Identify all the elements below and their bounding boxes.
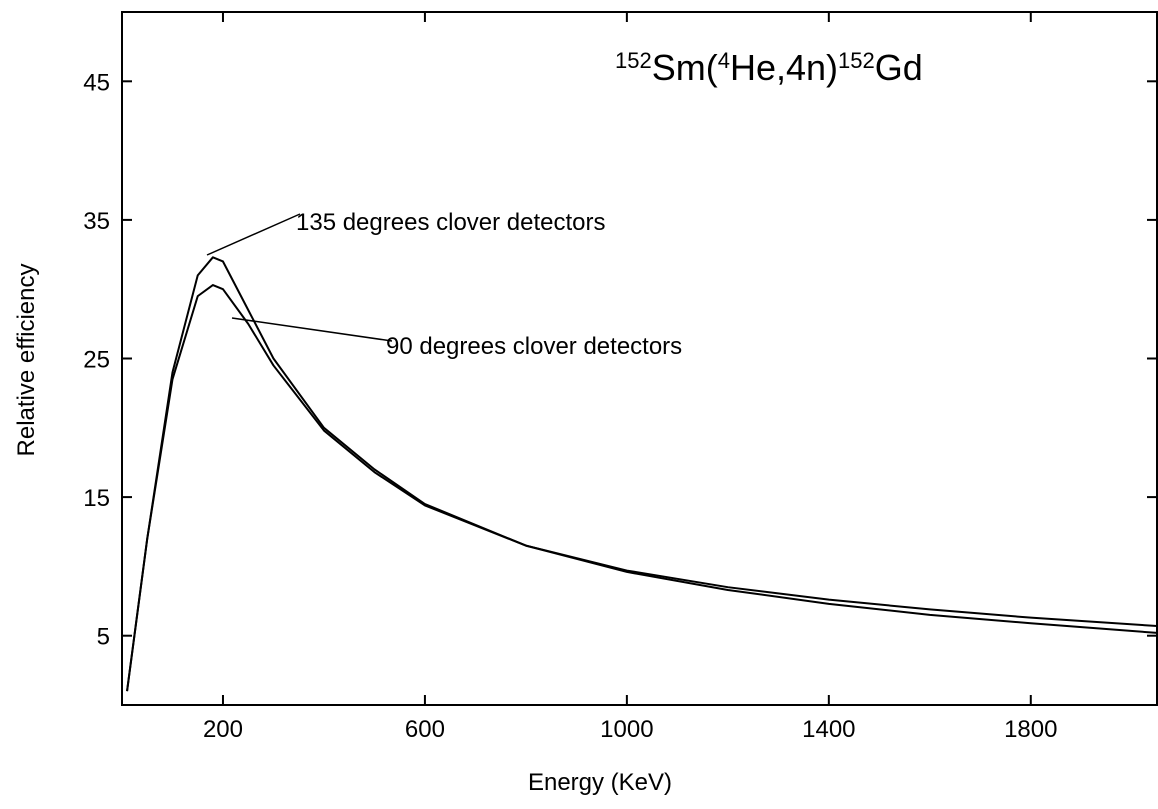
series-line [126, 284, 1158, 692]
title-part: Gd [875, 47, 923, 88]
y-tick-label: 25 [83, 347, 110, 374]
title-part: 152 [838, 48, 875, 73]
y-tick-label: 15 [83, 485, 110, 512]
y-tick-label: 5 [97, 624, 110, 651]
x-tick-label: 1400 [802, 716, 855, 743]
leader-line [206, 213, 301, 256]
series-line [126, 256, 1158, 692]
y-tick-label: 45 [83, 69, 110, 96]
x-tick-label: 600 [405, 716, 445, 743]
leader-line [231, 317, 393, 342]
title-part: 152 [615, 48, 652, 73]
x-tick-label: 200 [203, 716, 243, 743]
series-label: 90 degrees clover detectors [386, 333, 682, 360]
series-label: 135 degrees clover detectors [296, 209, 606, 236]
title-part: 4 [718, 48, 730, 73]
y-axis-label: Relative efficiency [13, 264, 40, 457]
title-part: Sm( [652, 47, 718, 88]
x-tick-label: 1000 [600, 716, 653, 743]
title-part: He,4n) [730, 47, 838, 88]
x-tick-label: 1800 [1004, 716, 1057, 743]
y-tick-label: 35 [83, 208, 110, 235]
x-axis-label: Energy (KeV) [528, 769, 672, 796]
reaction-title: 152Sm(4He,4n)152Gd [615, 47, 923, 88]
